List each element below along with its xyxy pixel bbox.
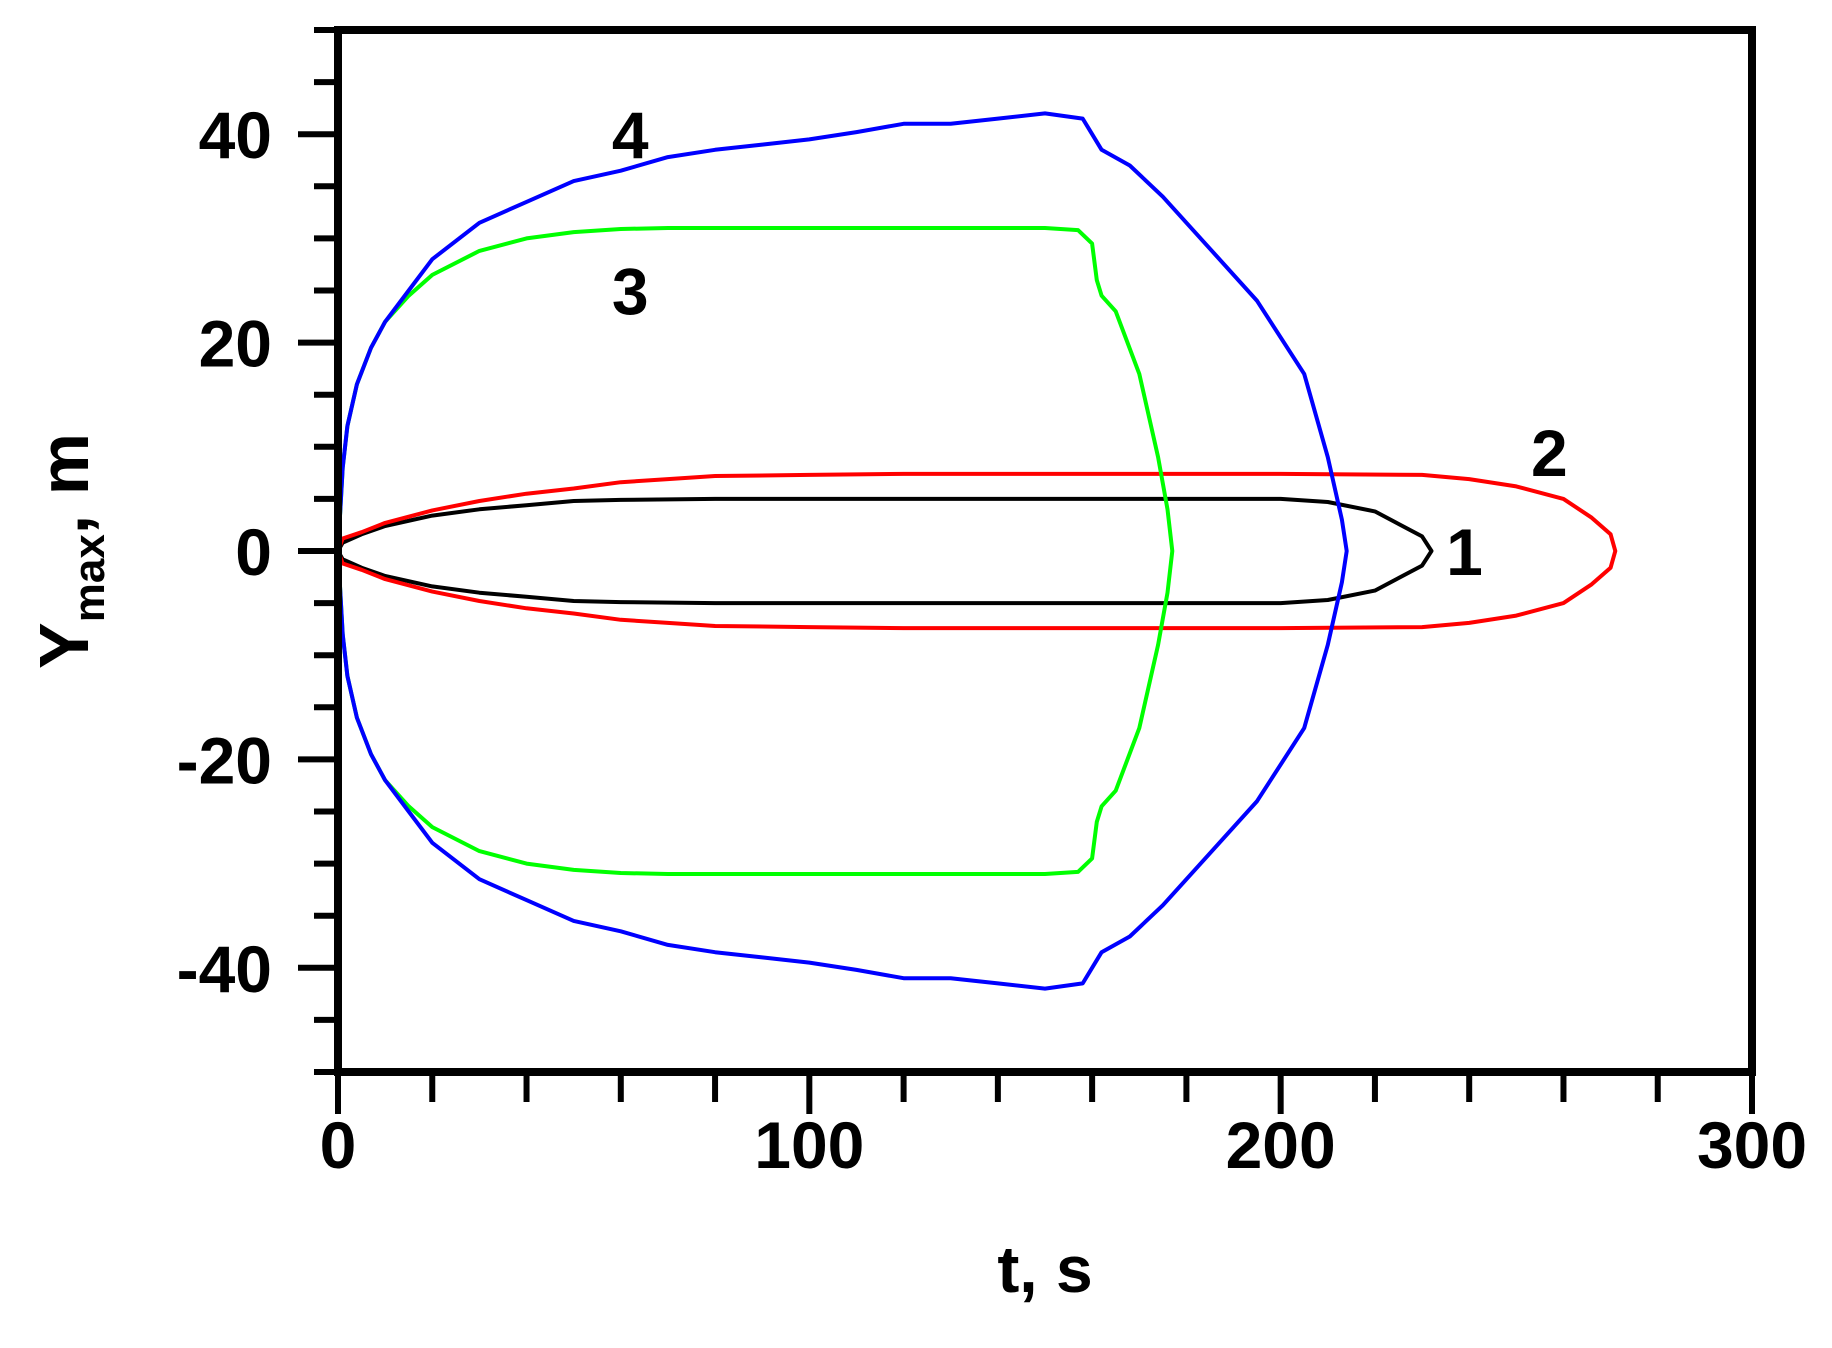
plot-frame <box>334 26 1756 1076</box>
x-tick-label: 200 <box>1226 1108 1336 1182</box>
x-axis-label: t, s <box>997 1232 1092 1306</box>
y-axis-label: Ymax, m <box>25 433 114 669</box>
y-tick-label: 20 <box>199 307 272 381</box>
series-1-line <box>336 496 1434 606</box>
y-tick-label: 0 <box>235 515 272 589</box>
ticks-layer <box>298 27 1755 1114</box>
series-4-label: 4 <box>612 98 649 172</box>
y-tick-label: -40 <box>177 932 272 1006</box>
series-3-label: 3 <box>612 255 649 329</box>
x-tick-label: 300 <box>1697 1108 1807 1182</box>
series-layer <box>336 111 1618 991</box>
series-2-line <box>336 471 1618 631</box>
y-axis-label-text: Ymax, m <box>25 433 114 669</box>
x-tick-label: 0 <box>320 1108 357 1182</box>
series-3-line <box>336 226 1175 876</box>
y-tick-label: 40 <box>199 98 272 172</box>
y-tick-label: -20 <box>177 723 272 797</box>
series-4-line <box>336 111 1349 991</box>
series-2-label: 2 <box>1531 416 1568 490</box>
x-tick-label: 100 <box>754 1108 864 1182</box>
series-1-label: 1 <box>1446 515 1483 589</box>
labels-layer: 0 100 200 300 -40 -20 0 20 40 12 3 4 <box>177 98 1807 1182</box>
